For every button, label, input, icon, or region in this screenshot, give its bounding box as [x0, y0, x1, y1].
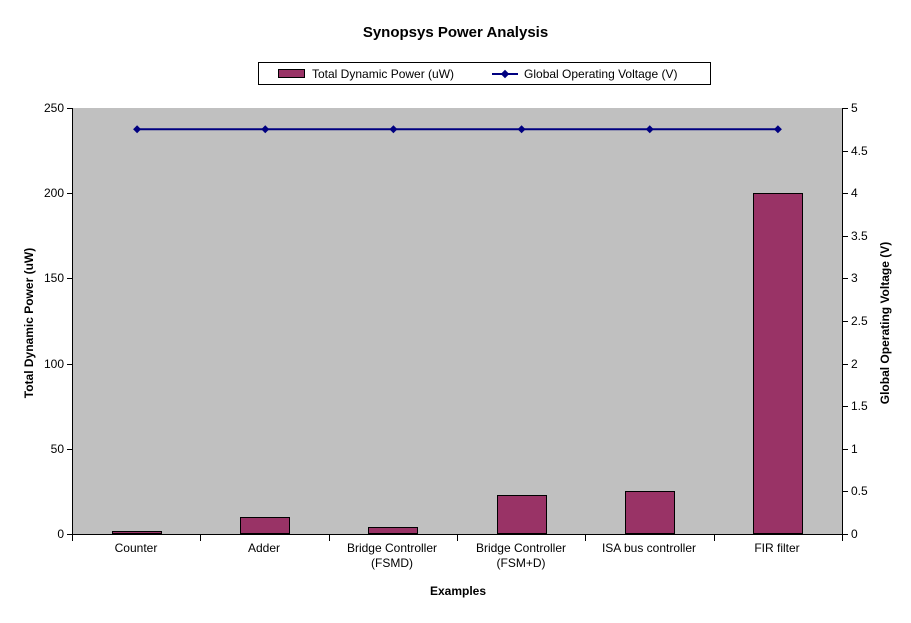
right-axis-tick-label: 1 [851, 442, 858, 456]
legend-entry-bar: Total Dynamic Power (uW) [278, 67, 454, 81]
right-axis-tick-label: 0.5 [851, 484, 868, 498]
plot-inner [73, 108, 842, 534]
category-label-3: Bridge Controller (FSMD) [346, 541, 438, 570]
bar-bridge-controller-fsm-d- [497, 495, 547, 534]
left-axis-tick [67, 278, 73, 279]
x-axis-tick [457, 535, 458, 541]
right-axis-tick-label: 4.5 [851, 144, 868, 158]
x-axis-tick [714, 535, 715, 541]
right-axis-tick [842, 321, 848, 322]
chart-title: Synopsys Power Analysis [362, 24, 549, 41]
left-axis-tick [67, 364, 73, 365]
right-axis-tick [842, 236, 848, 237]
voltage-line-layer [133, 125, 782, 134]
x-axis-tick [72, 535, 73, 541]
legend-label-bar: Total Dynamic Power (uW) [312, 66, 455, 81]
right-axis-tick [842, 193, 848, 194]
plot-area [72, 108, 843, 535]
left-axis-tick-label: 0 [57, 527, 64, 541]
left-axis-tick [67, 449, 73, 450]
right-axis-tick [842, 449, 848, 450]
left-axis-tick-label: 150 [43, 271, 64, 285]
bar-isa-bus-controller [625, 491, 675, 534]
diamond-marker-icon [645, 125, 654, 134]
right-axis-tick-label: 3.5 [851, 229, 868, 243]
right-axis-tick-label: 1.5 [851, 399, 868, 413]
x-axis-tick [329, 535, 330, 541]
left-axis-tick-label: 100 [43, 357, 64, 371]
right-axis-tick [842, 108, 848, 109]
left-axis-tick [67, 108, 73, 109]
right-axis-tick-label: 5 [851, 101, 858, 115]
left-axis-tick-label: 50 [50, 442, 64, 456]
bar-adder [240, 517, 290, 534]
right-axis-tick [842, 534, 848, 535]
diamond-marker-icon [500, 69, 510, 78]
right-axis-tick-label: 3 [851, 271, 858, 285]
x-axis-title: Examples [429, 584, 487, 598]
right-axis-tick-label: 2.5 [851, 314, 868, 328]
left-axis-tick [67, 193, 73, 194]
diamond-marker-icon [389, 125, 398, 134]
diamond-marker-icon [261, 125, 270, 134]
right-axis-tick [842, 406, 848, 407]
right-axis-tick-label: 2 [851, 357, 858, 371]
right-axis-tick [842, 491, 848, 492]
right-axis-tick [842, 364, 848, 365]
right-axis-tick [842, 151, 848, 152]
legend-label-line: Global Operating Voltage (V) [524, 66, 678, 81]
diamond-marker-icon [133, 125, 142, 134]
category-label-5: ISA bus controller [601, 541, 697, 555]
x-axis-tick [842, 535, 843, 541]
left-axis-tick-label: 250 [43, 101, 64, 115]
bar-bridge-controller-fsmd- [368, 527, 418, 534]
category-label-6: FIR filter [754, 541, 800, 555]
bar-counter [112, 531, 162, 534]
category-label-1: Counter [114, 541, 158, 555]
legend: Total Dynamic Power (uW) Global Operatin… [258, 62, 711, 85]
right-axis-tick-label: 0 [851, 527, 858, 541]
bar-series-swatch [278, 69, 305, 78]
x-axis-tick [200, 535, 201, 541]
x-axis-tick [585, 535, 586, 541]
category-label-4: Bridge Controller (FSM+D) [475, 541, 567, 570]
diamond-marker-icon [773, 125, 782, 134]
right-axis-tick [842, 278, 848, 279]
left-axis-tick-label: 200 [43, 186, 64, 200]
category-label-2: Adder [247, 541, 281, 555]
diamond-marker-icon [517, 125, 526, 134]
line-series-sample [492, 69, 519, 79]
bar-fir-filter [753, 193, 803, 534]
legend-entry-line: Global Operating Voltage (V) [492, 67, 677, 81]
right-axis-tick-label: 4 [851, 186, 858, 200]
left-axis-tick [67, 534, 73, 535]
